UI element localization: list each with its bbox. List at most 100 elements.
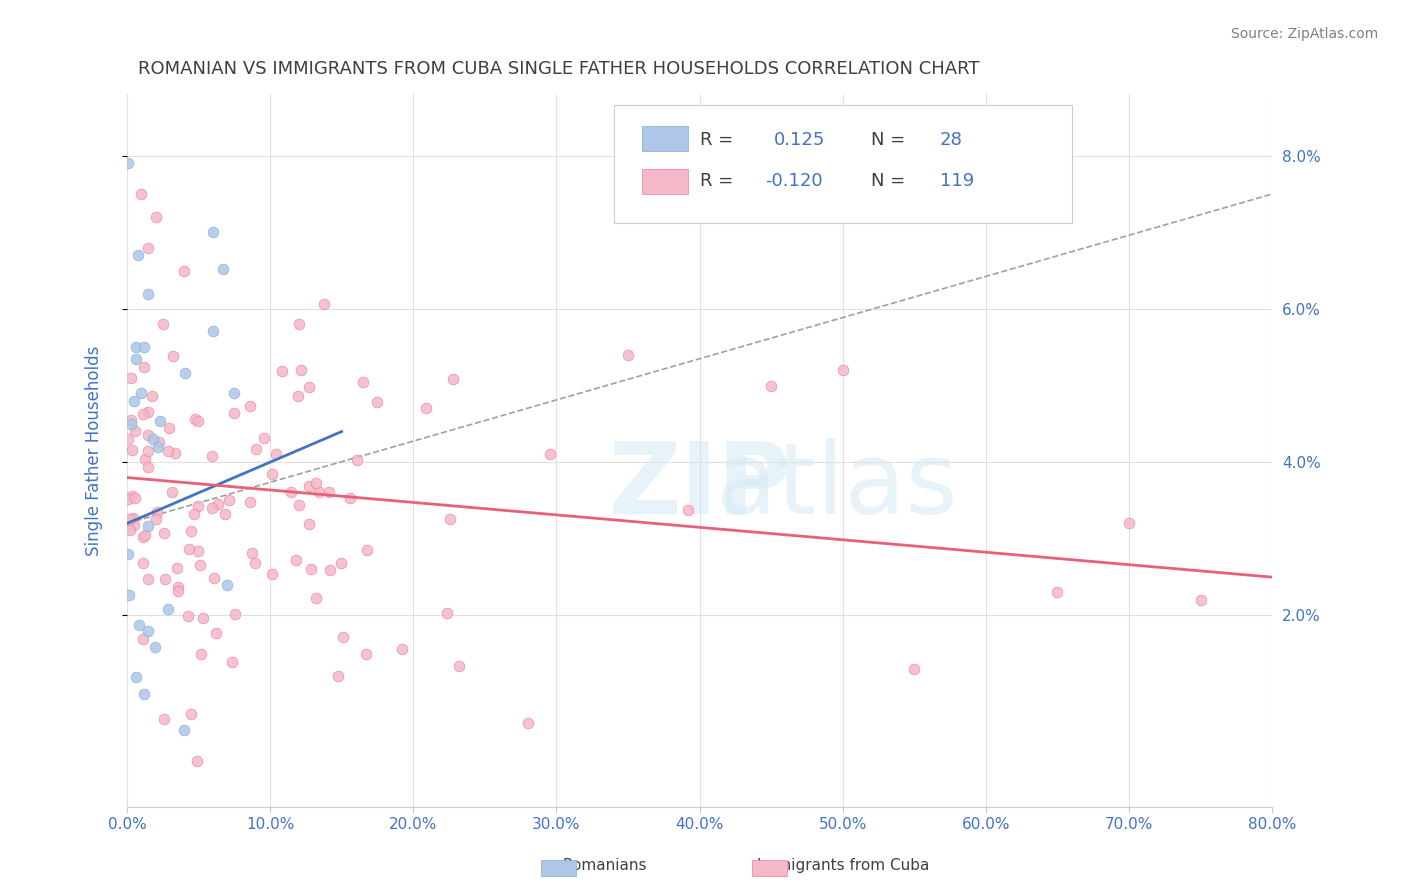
- Point: [201, 501, 224, 516]
- Point: [129, 187, 152, 202]
- Point: [298, 479, 321, 493]
- Point: [128, 618, 150, 632]
- Point: [288, 498, 311, 512]
- Point: [201, 324, 224, 338]
- Point: [118, 588, 141, 602]
- Point: [676, 502, 699, 516]
- Point: [287, 389, 309, 403]
- Point: [117, 156, 139, 170]
- Point: [262, 467, 284, 481]
- Text: 0.125: 0.125: [773, 131, 825, 149]
- Point: [284, 553, 307, 567]
- Point: [280, 484, 302, 499]
- Point: [301, 562, 323, 576]
- Text: N =: N =: [872, 131, 905, 149]
- Point: [180, 524, 202, 539]
- Point: [298, 516, 321, 531]
- FancyBboxPatch shape: [613, 105, 1071, 223]
- Point: [162, 349, 184, 363]
- Point: [120, 412, 142, 426]
- Point: [183, 507, 205, 521]
- Point: [239, 495, 262, 509]
- Point: [125, 670, 148, 684]
- Point: [120, 523, 142, 537]
- Point: [124, 518, 146, 533]
- Point: [142, 432, 165, 446]
- Point: [136, 460, 159, 475]
- Point: [318, 484, 340, 499]
- Point: [188, 558, 211, 572]
- Point: [298, 380, 321, 394]
- Point: [1189, 593, 1212, 607]
- Point: [415, 401, 437, 416]
- Point: [245, 442, 267, 456]
- Point: [117, 432, 139, 446]
- Point: [127, 248, 149, 262]
- Point: [516, 715, 538, 730]
- Point: [177, 609, 200, 624]
- Text: N =: N =: [872, 172, 905, 190]
- Text: Immigrants from Cuba: Immigrants from Cuba: [758, 858, 929, 872]
- Point: [153, 572, 176, 586]
- Point: [117, 520, 139, 534]
- Point: [319, 563, 342, 577]
- Point: [240, 546, 263, 560]
- Point: [201, 225, 224, 239]
- Text: ROMANIAN VS IMMIGRANTS FROM CUBA SINGLE FATHER HOUSEHOLDS CORRELATION CHART: ROMANIAN VS IMMIGRANTS FROM CUBA SINGLE …: [138, 60, 980, 78]
- Point: [207, 498, 229, 512]
- Point: [187, 544, 209, 558]
- Point: [124, 340, 146, 354]
- Point: [305, 476, 328, 491]
- Text: atlas: atlas: [716, 438, 957, 535]
- Point: [174, 366, 197, 380]
- Point: [308, 485, 330, 500]
- Point: [211, 262, 233, 277]
- Point: [290, 363, 312, 377]
- Point: [145, 210, 167, 224]
- Point: [239, 399, 262, 413]
- Point: [136, 443, 159, 458]
- Point: [436, 607, 458, 621]
- Point: [121, 489, 143, 503]
- Point: [186, 754, 208, 768]
- Point: [217, 578, 239, 592]
- Point: [1118, 516, 1140, 531]
- Point: [214, 508, 236, 522]
- Point: [124, 425, 146, 439]
- Point: [260, 566, 283, 581]
- Point: [148, 440, 170, 454]
- Text: R =: R =: [700, 131, 733, 149]
- Point: [439, 512, 461, 526]
- Point: [243, 556, 266, 570]
- Point: [122, 511, 145, 525]
- Point: [138, 286, 160, 301]
- Point: [145, 640, 167, 655]
- Point: [132, 632, 155, 647]
- Point: [136, 572, 159, 586]
- Point: [132, 340, 155, 354]
- Point: [167, 584, 190, 599]
- Text: 119: 119: [941, 172, 974, 190]
- Point: [326, 669, 349, 683]
- Point: [138, 241, 160, 255]
- Y-axis label: Single Father Households: Single Father Households: [86, 345, 103, 556]
- Point: [391, 641, 413, 656]
- Point: [132, 556, 155, 570]
- Point: [356, 542, 378, 557]
- Point: [117, 491, 139, 506]
- Point: [264, 447, 287, 461]
- Point: [136, 405, 159, 419]
- Point: [134, 527, 156, 541]
- Point: [354, 647, 377, 661]
- Point: [120, 417, 142, 431]
- Point: [160, 484, 183, 499]
- Point: [329, 556, 352, 570]
- Point: [138, 519, 160, 533]
- Point: [449, 659, 471, 673]
- Point: [152, 526, 174, 541]
- Point: [190, 647, 212, 661]
- Point: [165, 446, 187, 460]
- Point: [136, 427, 159, 442]
- Text: 28: 28: [941, 131, 963, 149]
- Point: [166, 560, 188, 574]
